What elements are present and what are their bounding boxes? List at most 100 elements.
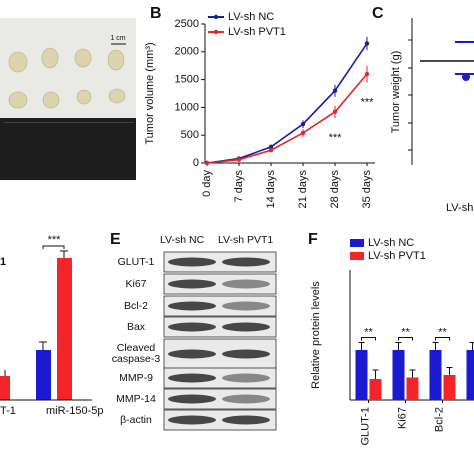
column-label: LV-sh NC [160, 234, 205, 246]
x-tick-label: Ki67 [396, 407, 408, 429]
significance-bracket [361, 337, 376, 341]
y-axis-label: Relative protein levels [310, 281, 322, 389]
point [462, 73, 470, 81]
bar [0, 376, 10, 400]
panel-label: B [150, 5, 162, 22]
x-tick-label: miR-150-5p [46, 405, 103, 417]
blot-band [168, 322, 216, 332]
annotation: ** [401, 326, 410, 338]
blot-band [168, 349, 216, 359]
bar [443, 375, 456, 400]
blot-band [168, 394, 216, 404]
y-tick-label: 0 [193, 157, 199, 169]
row-label: MMP-14 [116, 392, 156, 405]
panel-label: F [308, 231, 318, 248]
legend-marker [213, 29, 219, 35]
x-label: LV-sh [446, 202, 473, 214]
blot-strip [163, 367, 277, 389]
x-tick-label: GLUT-1 [359, 407, 371, 446]
line [206, 43, 368, 164]
point [364, 71, 370, 77]
legend-label: LV-sh NC [228, 11, 274, 23]
blot-band [222, 301, 270, 311]
row-label: Bcl-2 [124, 299, 148, 312]
y-tick-label: 1000 [175, 101, 199, 113]
point [300, 121, 306, 127]
y-tick-label: 1500 [175, 74, 199, 86]
y-axis-label: Tumor weight (g) [390, 51, 402, 134]
x-tick-label: Bcl-2 [433, 407, 445, 432]
legend-swatch [350, 252, 364, 260]
column-label: LV-sh PVT1 [218, 234, 274, 246]
blot-band [222, 373, 270, 383]
point [268, 144, 274, 150]
blot-strip [163, 409, 277, 431]
blot-strip [163, 316, 277, 338]
blot-band [168, 301, 216, 311]
blot-strip [163, 273, 277, 295]
point [332, 109, 338, 115]
tumor-photo: 1 cm [0, 18, 136, 180]
point [204, 160, 210, 166]
legend-label: LV-sh PVT1 [368, 250, 426, 262]
bar [355, 350, 368, 400]
point [364, 41, 370, 46]
panel-label: E [110, 231, 121, 248]
blot-strip [163, 388, 277, 410]
annotation: *** [329, 132, 343, 144]
panel-label: C [372, 5, 384, 22]
fragment-label: 1 [0, 256, 6, 268]
point [236, 157, 242, 162]
point [268, 148, 274, 153]
legend-label: LV-sh NC [368, 237, 414, 249]
bar [369, 379, 382, 400]
y-tick-label: 2000 [175, 46, 199, 58]
point [332, 88, 338, 93]
blot-strip [163, 295, 277, 317]
y-tick-label: 500 [181, 129, 199, 141]
blot-band [222, 349, 270, 359]
bar [392, 350, 405, 400]
ruler [0, 118, 136, 180]
y-axis-label: Tumor volume (mm³) [144, 42, 156, 144]
annotation: ** [364, 326, 373, 338]
x-tick-label: 0 day [201, 170, 213, 197]
significance-bracket [398, 337, 413, 341]
blot-band [222, 279, 270, 289]
significance: *** [48, 234, 62, 246]
bar [466, 350, 474, 400]
panel-c: C Tumor weight (g) LV-sh [372, 5, 474, 214]
x-tick-label: T-1 [0, 405, 16, 417]
x-tick-label: 21 days [297, 170, 309, 209]
legend-marker [213, 14, 219, 20]
scale-label: 1 cm [110, 35, 125, 42]
blot-band [168, 373, 216, 383]
legend-swatch [350, 239, 364, 247]
blot-band [168, 279, 216, 289]
point [300, 130, 306, 136]
row-label: Cleaved caspase-3 [111, 342, 161, 365]
x-tick-label: 28 days [329, 170, 341, 209]
significance-bracket [435, 337, 450, 341]
x-tick-label: 14 days [265, 170, 277, 209]
western-blot: E [110, 231, 121, 248]
bar [57, 258, 72, 400]
bar [406, 377, 419, 400]
panel-d: 1 *** T-1 miR-150-5p [0, 234, 103, 417]
row-label: Bax [126, 320, 146, 333]
bar [36, 350, 51, 400]
legend-label: LV-sh PVT1 [228, 26, 286, 38]
blot-band [222, 257, 270, 267]
ruler-ticks [4, 122, 134, 123]
row-label: β-actin [120, 413, 152, 426]
blot-band [222, 394, 270, 404]
row-label: GLUT-1 [117, 255, 155, 268]
x-tick-label: 7 days [233, 170, 245, 203]
significance-bracket [42, 245, 65, 249]
x-tick-label: 35 days [361, 170, 373, 209]
blot-strip [163, 251, 277, 273]
bar [429, 350, 442, 400]
y-tick-label: 2500 [175, 18, 199, 30]
